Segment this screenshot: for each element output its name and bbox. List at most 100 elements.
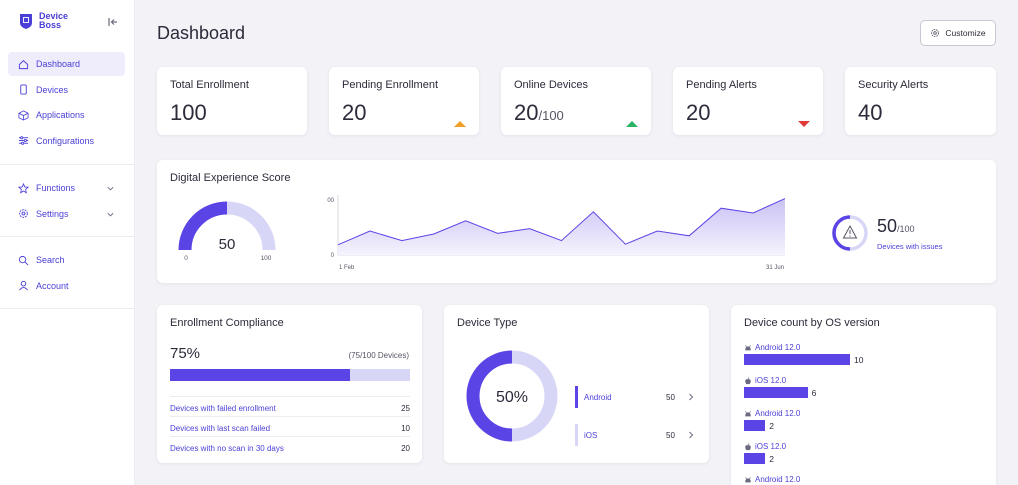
compliance-row-label: Devices with failed enrollment (170, 404, 276, 413)
sidebar-item-settings[interactable]: Settings (8, 202, 125, 226)
collapse-sidebar-icon[interactable] (106, 15, 120, 29)
area-series-line (337, 198, 786, 246)
android-icon (745, 410, 751, 416)
os-version-count: 2 (769, 454, 774, 464)
sidebar-item-devices[interactable]: Devices (8, 78, 125, 102)
stat-card-total-enrollment[interactable]: Total Enrollment 100 (157, 67, 307, 135)
os-version-row[interactable]: Android 12.0 2 (744, 409, 984, 437)
os-version-bar (744, 420, 766, 431)
nav-divider (0, 236, 135, 237)
stat-number: 20 (686, 100, 711, 125)
apple-icon (745, 376, 751, 384)
compliance-row-value: 10 (401, 424, 410, 433)
sidebar-item-label: Account (36, 280, 69, 291)
os-version-label: Android 12.0 (744, 409, 800, 418)
sidebar-item-label: Devices (36, 84, 69, 95)
android-icon (745, 344, 751, 350)
sidebar-item-label: Applications (36, 110, 85, 121)
nav-divider (0, 164, 135, 165)
gauge-min-label: 0 (184, 255, 188, 262)
sidebar-item-search[interactable]: Search (8, 248, 125, 272)
page-title: Dashboard (157, 23, 246, 43)
os-version-name: Android 12.0 (755, 409, 801, 418)
trend-down-icon (798, 121, 810, 127)
sidebar-item-label: Search (36, 255, 65, 265)
legend-swatch (575, 386, 578, 408)
x-tick-label: 31 Jun (766, 265, 784, 271)
legend-swatch (575, 424, 578, 446)
device-type-donut: 50% (466, 350, 558, 442)
stat-value: 40 (858, 100, 882, 126)
compliance-row-label: Devices with last scan failed (170, 424, 271, 433)
os-version-row[interactable]: Android 12.0 (744, 475, 984, 485)
stat-card-pending-alerts[interactable]: Pending Alerts 20 (673, 67, 823, 135)
android-segment (466, 350, 513, 442)
legend-row-android[interactable]: Android 50 (575, 386, 696, 408)
os-version-bar (744, 453, 766, 464)
sidebar: Device Boss Dashboard Devices Applicatio… (0, 0, 135, 485)
sidebar-item-account[interactable]: Account (8, 274, 125, 298)
star-icon (18, 182, 29, 194)
chevron-down-icon (107, 212, 114, 217)
sidebar-item-functions[interactable]: Functions (8, 176, 125, 200)
os-version-label: iOS 12.0 (744, 376, 786, 385)
os-version-card: Device count by OS version Android 12.0 1… (731, 305, 996, 485)
stat-label: Pending Alerts (686, 79, 757, 91)
user-icon (19, 281, 28, 291)
sidebar-item-applications[interactable]: Applications (8, 103, 125, 127)
issues-value: 50/100 (877, 216, 915, 237)
warning-icon (842, 224, 858, 239)
gauge-fill (178, 201, 228, 251)
compliance-percent: 75% (170, 345, 201, 362)
stat-card-online-devices[interactable]: Online Devices 20/100 (501, 67, 651, 135)
dex-score-card: Digital Experience Score 50 0 100 100 0 … (157, 160, 996, 283)
os-version-label: iOS 12.0 (744, 442, 786, 451)
y-tick-label: 0 (331, 253, 335, 259)
legend-label: Android (584, 393, 612, 402)
dex-score-title: Digital Experience Score (170, 172, 291, 184)
compliance-progress-bar (170, 369, 410, 381)
os-version-count: 6 (811, 388, 817, 398)
os-version-name: Android 12.0 (755, 475, 801, 484)
os-version-label: Android 12.0 (744, 475, 800, 484)
stat-card-security-alerts[interactable]: Security Alerts 40 (845, 67, 996, 135)
gauge-value: 50 (219, 236, 236, 253)
legend-value: 50 (666, 393, 675, 402)
legend-row-ios[interactable]: iOS 50 (575, 424, 696, 446)
chevron-right-icon (689, 393, 694, 401)
sidebar-item-dashboard[interactable]: Dashboard (8, 52, 125, 76)
os-version-row[interactable]: Android 12.0 10 (744, 343, 984, 371)
sidebar-item-configurations[interactable]: Configurations (8, 129, 125, 153)
stat-value: 20 (342, 100, 366, 126)
compliance-row[interactable]: Devices with last scan failed 10 (170, 416, 410, 436)
brand-name-line2: Boss (39, 20, 62, 30)
customize-button[interactable]: Customize (920, 20, 996, 46)
brand-shield-icon (20, 14, 32, 29)
stat-label: Pending Enrollment (342, 79, 439, 91)
os-version-name: iOS 12.0 (755, 442, 787, 451)
compliance-row[interactable]: Devices with no scan in 30 days 20 (170, 436, 410, 456)
home-icon (18, 59, 29, 69)
compliance-progress-fill (170, 369, 350, 381)
os-version-label: Android 12.0 (744, 343, 800, 352)
dex-trend-chart: 100 0 1 Feb 31 Jun (327, 195, 786, 271)
os-version-row[interactable]: iOS 12.0 2 (744, 442, 984, 470)
os-version-name: Android 12.0 (755, 343, 801, 352)
os-version-bar (744, 387, 808, 398)
compliance-row[interactable]: Devices with failed enrollment 25 (170, 396, 410, 416)
chevron-down-icon (107, 186, 114, 191)
legend-label: iOS (584, 431, 598, 440)
x-tick-label: 1 Feb (339, 265, 355, 271)
brand-logo[interactable]: Device Boss (18, 12, 68, 30)
main-nav: Dashboard Devices Applications Configura… (8, 52, 125, 154)
stat-card-pending-enrollment[interactable]: Pending Enrollment 20 (329, 67, 479, 135)
stat-value: 100 (170, 100, 207, 126)
os-version-row[interactable]: iOS 12.0 6 (744, 376, 984, 404)
compliance-row-value: 25 (401, 404, 410, 413)
issues-number: 50 (877, 216, 898, 236)
stat-label: Online Devices (514, 79, 588, 91)
sliders-icon (18, 136, 29, 146)
android-icon (745, 476, 751, 482)
stat-number: 20 (342, 100, 367, 125)
issues-total: /100 (897, 224, 915, 234)
